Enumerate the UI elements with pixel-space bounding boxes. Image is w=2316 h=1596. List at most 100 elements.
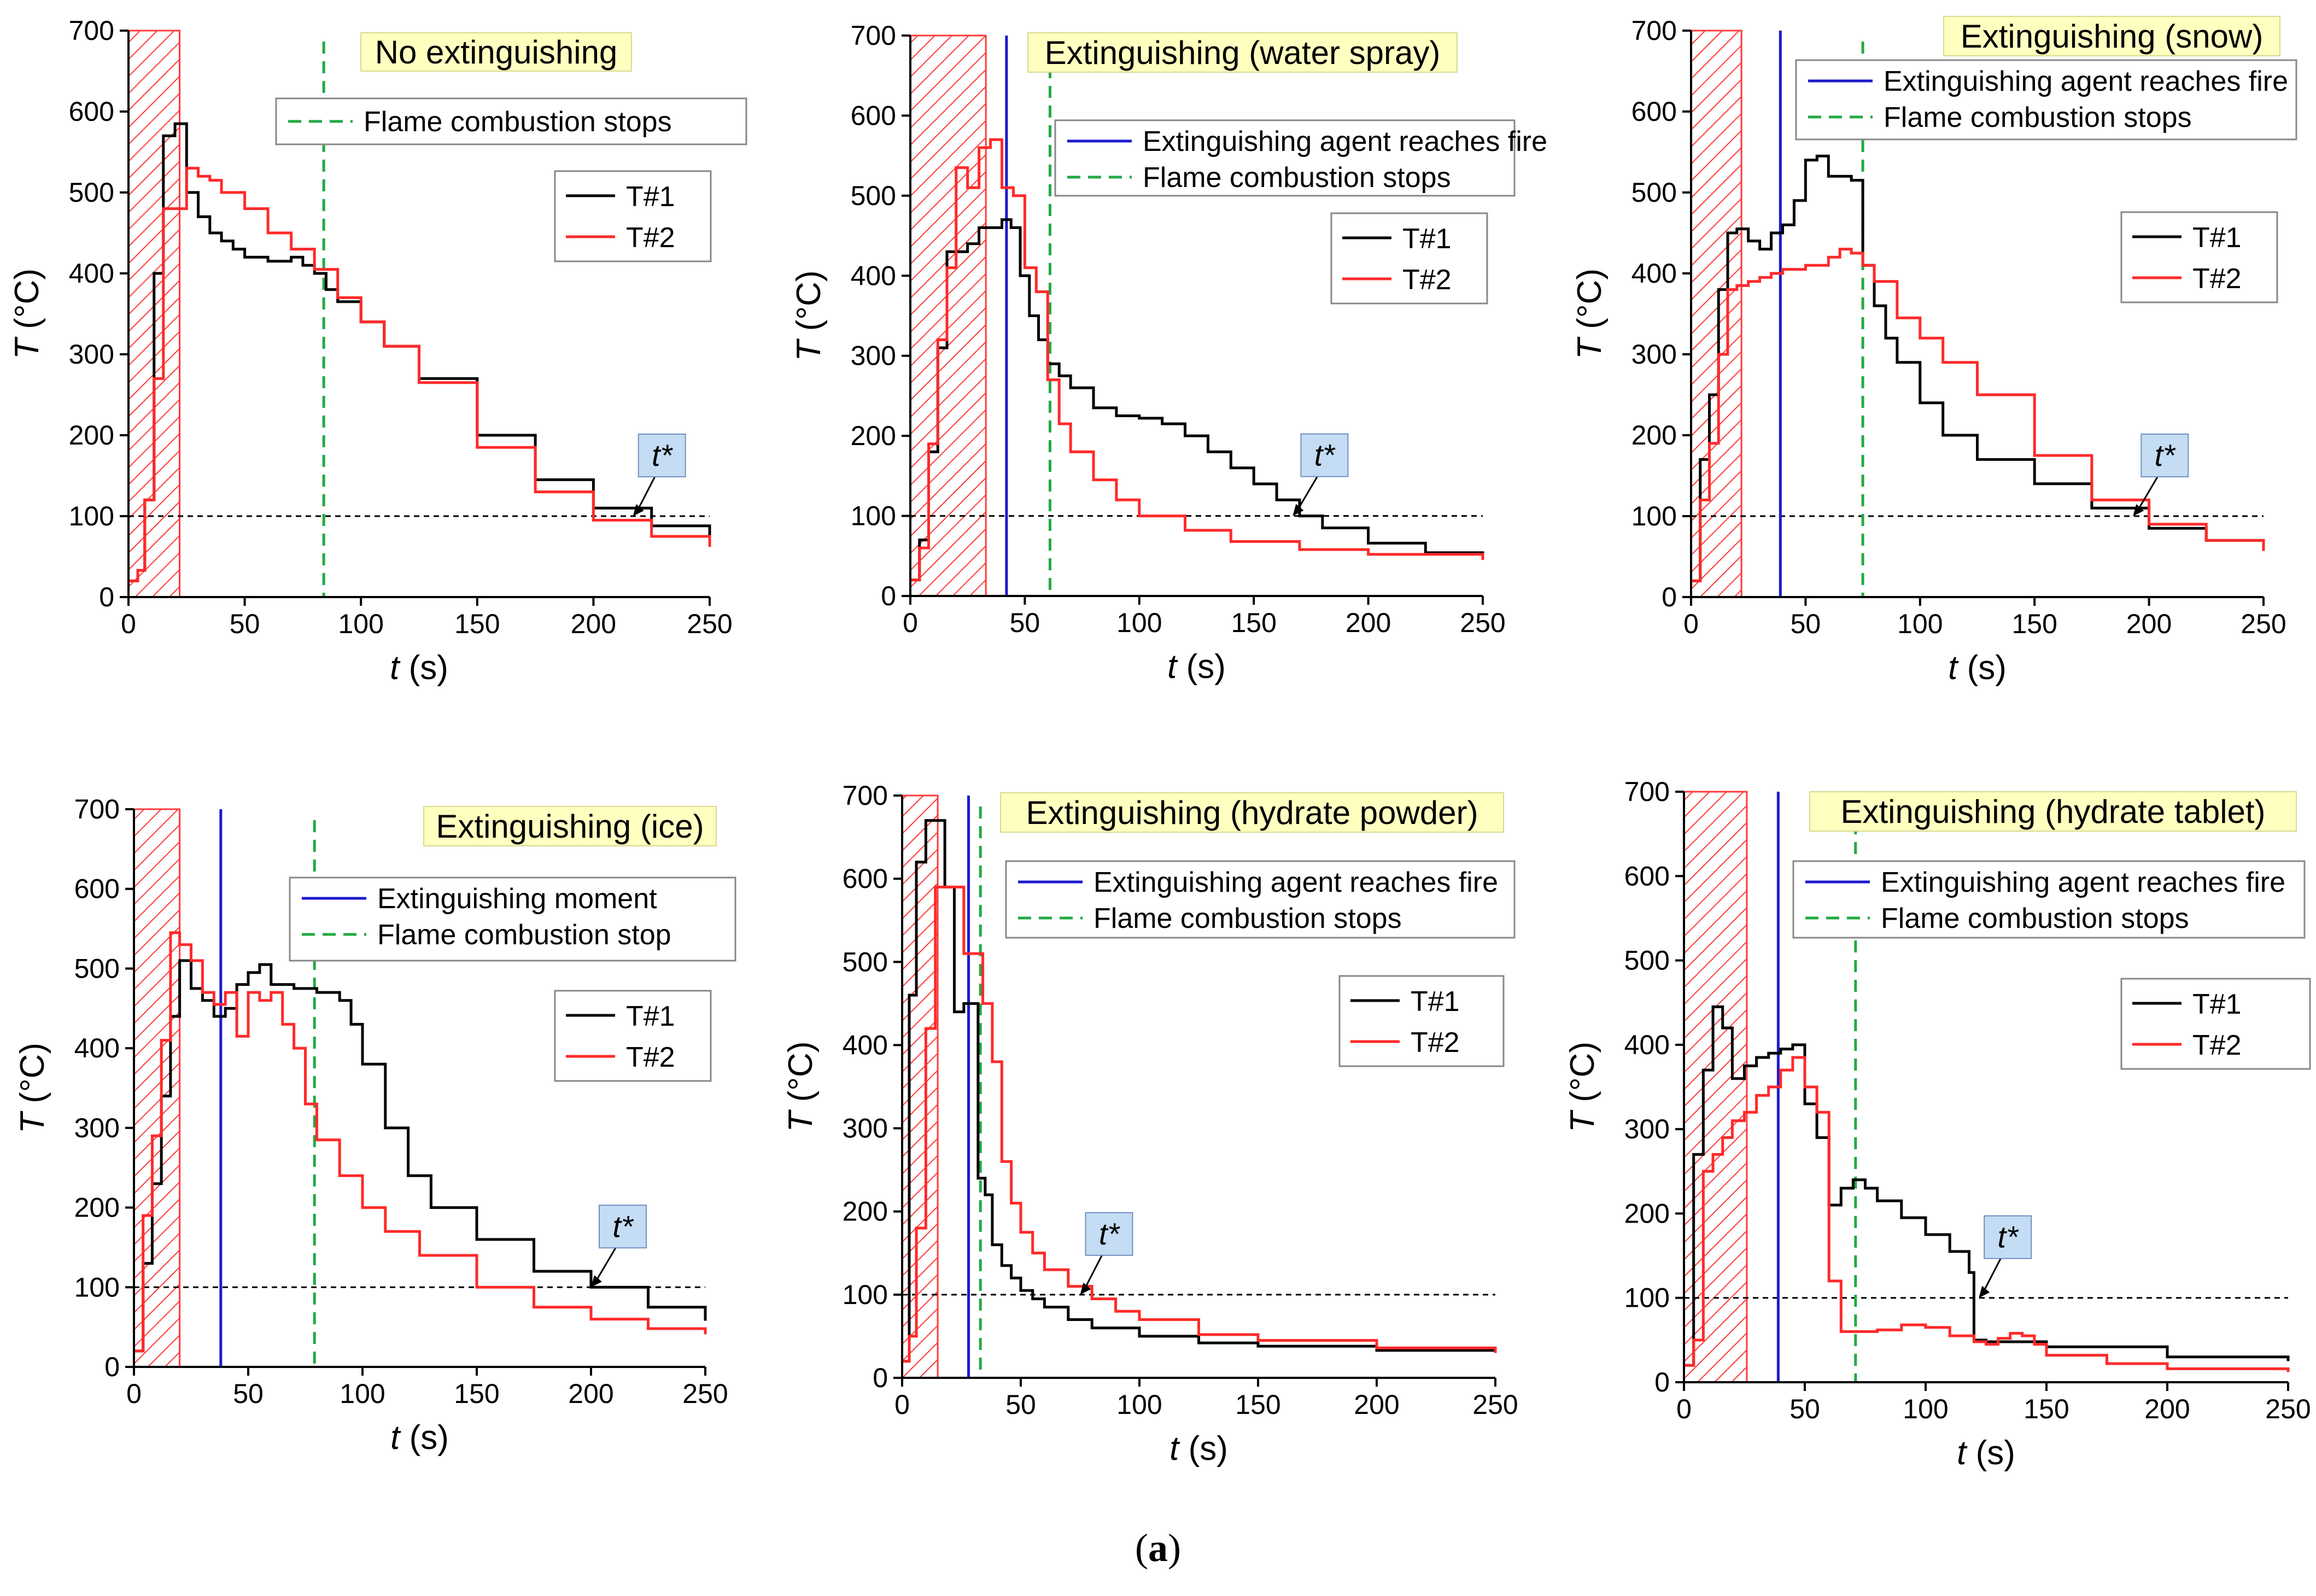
title-box [1000, 792, 1504, 833]
y-axis-label: T (°C) [1571, 268, 1609, 359]
x-tick-label: 200 [568, 1378, 613, 1409]
tstar-label: t* [2155, 438, 2177, 472]
caption-close: ) [1168, 1526, 1181, 1570]
x-tick-label: 250 [1472, 1389, 1518, 1420]
x-tick-label: 250 [687, 609, 732, 639]
legend-label-agent: Extinguishing agent reaches fire [1143, 126, 1547, 157]
x-axis-var: t [1957, 1434, 1968, 1472]
chart-panel-2: 0 50 100 150 200 250 0 100 200 300 400 500 600 700 t (… [790, 20, 1547, 686]
title-box [1809, 791, 2297, 832]
tstar-arrow [593, 1247, 617, 1285]
x-tick-label: 0 [126, 1378, 142, 1409]
y-tick-label: 600 [74, 874, 120, 904]
y-tick-label: 0 [1654, 1367, 1670, 1398]
legend-label-stop: Flame combustion stops [1093, 903, 1402, 934]
y-tick-label: 100 [843, 1279, 888, 1310]
legend-label-stop: Flame combustion stops [1884, 102, 2192, 133]
y-tick-label: 500 [74, 953, 120, 984]
ignition-zone [133, 808, 181, 1368]
chart-panel-4: 0 50 100 150 200 250 0 100 200 300 400 500 600 700 t (… [14, 794, 736, 1457]
x-tick-label: 50 [1010, 607, 1040, 638]
y-axis-var: T [1564, 1109, 1601, 1132]
x-axis-var: t [390, 649, 401, 687]
x-axis-label: t (s) [1948, 649, 2007, 687]
y-tick-label: 200 [1631, 420, 1677, 451]
tstar-label: t* [612, 1209, 634, 1243]
series-line-T2 [902, 885, 1497, 1363]
x-tick-label: 50 [1791, 609, 1821, 639]
x-tick-label: 200 [2144, 1394, 2190, 1424]
y-tick-label: 400 [851, 260, 896, 291]
x-tick-label: 0 [1683, 609, 1699, 639]
x-tick-label: 150 [1235, 1389, 1280, 1420]
legend-label-series: T#1 [626, 1001, 675, 1032]
chart-title: No extinguishing [375, 34, 618, 71]
y-tick-label: 200 [843, 1196, 888, 1227]
series-line-T2 [1691, 248, 2265, 582]
y-tick-label: 300 [74, 1113, 120, 1143]
y-tick-label: 500 [69, 177, 114, 208]
chart-panel-3: 0 50 100 150 200 250 0 100 200 300 400 500 600 700 t (… [1571, 15, 2297, 687]
y-axis-var: T [1571, 336, 1609, 359]
series-line-T1 [910, 218, 1484, 582]
tstar-label: t* [1998, 1220, 2020, 1254]
x-tick-label: 100 [338, 609, 383, 639]
y-axis-var: T [8, 336, 46, 359]
tstar-arrowhead [2133, 504, 2144, 516]
series-line-T2 [134, 931, 707, 1353]
y-tick-label: 100 [1631, 501, 1677, 531]
y-tick-label: 400 [69, 258, 114, 289]
legend-label-agent: Extinguishing moment [377, 883, 657, 915]
x-axis-var: t [1169, 1430, 1180, 1468]
tstar-box [1984, 1215, 2032, 1259]
y-axis-unit: (°C) [1564, 1042, 1601, 1112]
y-tick-label: 600 [851, 100, 896, 131]
y-tick-label: 700 [74, 794, 120, 825]
tstar-box [1300, 433, 1349, 477]
x-tick-label: 150 [454, 609, 500, 639]
y-tick-label: 300 [851, 341, 896, 371]
x-tick-label: 50 [230, 609, 260, 639]
legend-label-stop: Flame combustion stops [364, 106, 672, 138]
chart-title: Extinguishing (hydrate tablet) [1840, 793, 2265, 830]
event-legend [1792, 860, 2306, 939]
series-line-T2 [910, 138, 1484, 582]
y-tick-label: 600 [1631, 96, 1677, 127]
tstar-label: t* [1314, 438, 1336, 472]
y-tick-label: 500 [851, 180, 896, 211]
x-tick-label: 50 [1789, 1394, 1820, 1424]
y-tick-label: 300 [1624, 1114, 1670, 1144]
x-tick-label: 0 [1676, 1394, 1692, 1424]
x-tick-label: 150 [1231, 607, 1276, 638]
tstar-arrowhead [1080, 1282, 1091, 1295]
x-axis-unit: (s) [1966, 1434, 2015, 1472]
tstar-arrowhead [591, 1275, 602, 1288]
y-tick-label: 0 [881, 581, 896, 611]
y-tick-label: 700 [843, 780, 888, 811]
y-tick-label: 200 [851, 420, 896, 451]
x-tick-label: 150 [2023, 1394, 2069, 1424]
y-axis-var: T [782, 1109, 820, 1132]
chart-title: Extinguishing (water spray) [1045, 34, 1441, 71]
series-legend [554, 170, 712, 262]
y-tick-label: 300 [1631, 339, 1677, 370]
y-tick-label: 0 [99, 582, 114, 612]
series-legend [554, 990, 712, 1082]
y-tick-label: 600 [69, 96, 114, 127]
x-tick-label: 200 [571, 609, 616, 639]
y-tick-label: 200 [69, 420, 114, 451]
x-axis-label: t (s) [1169, 1430, 1228, 1468]
x-tick-label: 200 [1346, 607, 1391, 638]
tstar-box [638, 434, 686, 477]
y-tick-label: 400 [1624, 1030, 1670, 1060]
series-line-T1 [902, 819, 1497, 1363]
series-legend [2120, 211, 2278, 303]
title-box [360, 32, 632, 72]
x-axis-label: t (s) [390, 1419, 449, 1457]
y-tick-label: 0 [1662, 582, 1677, 612]
y-axis-var: T [790, 338, 828, 361]
x-tick-label: 100 [1116, 1389, 1162, 1420]
y-axis-unit: (°C) [1571, 268, 1609, 338]
tstar-label: t* [1099, 1217, 1121, 1251]
